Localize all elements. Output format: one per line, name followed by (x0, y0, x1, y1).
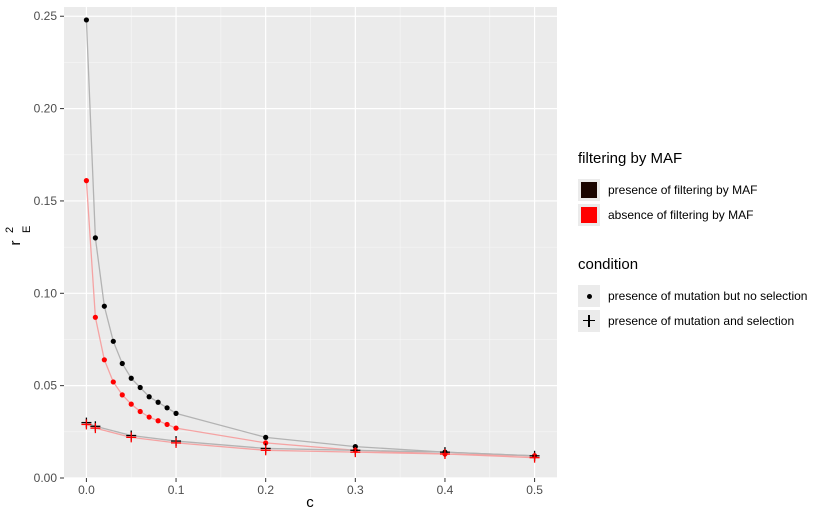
legend-label: presence of mutation and selection (608, 313, 795, 328)
color-legend: filtering by MAF presence of filtering b… (578, 150, 757, 227)
dot-icon (587, 293, 592, 299)
color-swatch-black (581, 181, 597, 198)
legend-label: absence of filtering by MAF (608, 207, 754, 222)
data-point (137, 408, 143, 415)
y-tick-label: 0.20 (34, 102, 58, 116)
x-tick-label: 0.1 (168, 483, 185, 497)
series-line (86, 423, 535, 459)
color-legend-title: filtering by MAF (578, 150, 683, 167)
data-point (164, 421, 170, 428)
x-tick-label: 0.3 (347, 483, 364, 497)
x-tick-label: 0.0 (78, 483, 95, 497)
legend-key (578, 284, 600, 307)
data-point (110, 379, 116, 385)
y-tick-label: 0.05 (34, 379, 58, 393)
major-grid (64, 7, 557, 479)
data-point (173, 410, 179, 416)
color-swatch-red (581, 206, 597, 223)
data-point (126, 432, 137, 443)
minor-grid (64, 7, 557, 478)
y-tick-label: 0.15 (34, 194, 58, 208)
x-tick-label: 0.2 (257, 483, 274, 497)
data-point (128, 401, 134, 407)
data-point (92, 235, 98, 241)
data-point (155, 418, 161, 424)
data-point (92, 314, 98, 320)
shape-legend: condition presence of mutation but no se… (578, 256, 807, 333)
data-point (119, 360, 125, 367)
series-points (81, 17, 540, 463)
data-point (137, 384, 143, 391)
x-tick-label: 0.5 (526, 483, 543, 497)
legend-label: presence of filtering by MAF (608, 182, 758, 197)
data-point (263, 440, 269, 446)
shape-legend-title: condition (578, 256, 639, 273)
data-point (81, 419, 92, 430)
data-point (171, 437, 182, 448)
legend-key (578, 203, 600, 226)
y-axis-title-base: r (7, 241, 24, 246)
y-tick-label: 0.10 (34, 286, 58, 300)
legend-key (578, 309, 600, 332)
x-tick-label: 0.4 (437, 483, 454, 497)
y-axis-title-subscript: E (21, 226, 33, 233)
y-tick-label: 0.25 (34, 9, 58, 23)
y-tick-label: 0.00 (34, 471, 58, 485)
legend-label: presence of mutation but no selection (608, 288, 808, 303)
x-axis-title: c (306, 494, 314, 511)
data-point (263, 434, 269, 440)
color-legend-item: presence of filtering by MAF (578, 177, 757, 202)
shape-legend-item: presence of mutation but no selection (578, 283, 807, 308)
color-legend-item: absence of filtering by MAF (578, 202, 757, 227)
y-axis-title: r 2 E (4, 226, 33, 246)
data-point (260, 445, 271, 456)
data-point (119, 392, 125, 398)
x-axis-ticks: 0.0 0.1 0.2 0.3 0.4 0.5 (78, 478, 543, 497)
data-point (83, 178, 90, 184)
data-point (173, 425, 179, 431)
plus-icon (588, 314, 590, 327)
shape-legend-item: presence of mutation and selection (578, 308, 807, 333)
data-point (146, 394, 152, 400)
data-point (110, 338, 116, 344)
data-point (164, 405, 170, 411)
data-point (90, 423, 101, 434)
data-point (155, 399, 161, 405)
data-point (350, 447, 361, 458)
data-point (101, 357, 107, 363)
y-axis-title-superscript: 2 (4, 227, 16, 233)
y-axis-ticks: 0.00 0.05 0.10 0.15 0.20 0.25 (34, 9, 64, 485)
data-point (101, 303, 107, 309)
data-point (146, 414, 152, 420)
data-point (529, 452, 540, 463)
series-line (86, 421, 535, 457)
legend-key (578, 178, 600, 201)
data-point (128, 375, 134, 381)
data-point (83, 17, 90, 23)
data-point (439, 448, 450, 459)
